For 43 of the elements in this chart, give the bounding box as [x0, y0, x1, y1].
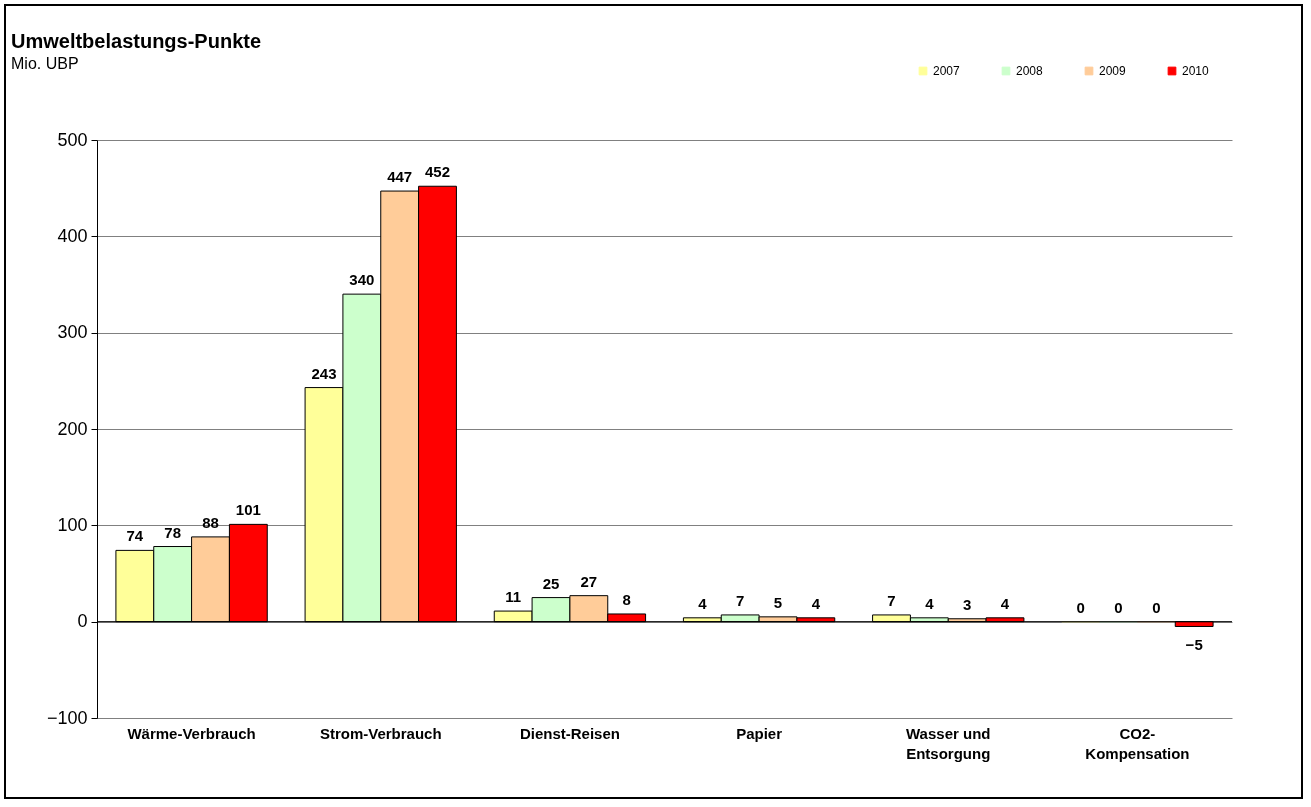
data-label: 3 [962, 595, 972, 613]
data-label: 74 [126, 527, 144, 545]
y-tick-label: 500 [57, 129, 88, 150]
data-label: 4 [698, 594, 708, 612]
y-tick-label: 300 [57, 322, 88, 343]
x-tick-label: CO2-Kompensation [1085, 724, 1190, 762]
x-tick-label: Dienst-Reisen [519, 724, 620, 742]
data-label: 5 [773, 593, 783, 611]
y-tick-label: 100 [57, 514, 88, 535]
data-label: 11 [505, 588, 522, 606]
data-label: 0 [1152, 598, 1161, 616]
data-label: −5 [1185, 636, 1203, 654]
data-label: 7 [735, 591, 745, 609]
y-tick-label: 0 [77, 611, 88, 632]
data-label: 452 [424, 163, 451, 181]
x-tick-label: Wasser und Entsorgung [906, 724, 991, 762]
data-label: 340 [349, 271, 375, 289]
data-label: 243 [311, 364, 337, 382]
data-label: 0 [1076, 598, 1085, 616]
data-label: 447 [387, 168, 413, 186]
legend-label: 2009 [1099, 64, 1127, 78]
data-label: 27 [580, 572, 598, 590]
chart-title: Umweltbelastungs-Punkte [11, 30, 262, 52]
x-tick-label: Wärme-Verbrauch [127, 724, 256, 742]
data-label: 25 [542, 574, 560, 592]
data-label: 78 [164, 523, 182, 541]
x-tick-label: Strom-Verbrauch [319, 724, 442, 742]
y-tick-label: −100 [46, 707, 88, 728]
x-tick-label: Papier [736, 724, 783, 742]
legend-label: 2008 [1016, 64, 1044, 78]
legend-label: 2010 [1182, 64, 1210, 78]
data-label: 4 [811, 594, 821, 612]
data-label: 8 [622, 590, 631, 608]
data-label: 7 [887, 591, 896, 609]
data-label: 4 [925, 594, 935, 612]
data-label: 4 [1000, 594, 1010, 612]
data-label: 0 [1114, 598, 1123, 616]
chart-subtitle: Mio. UBP [11, 55, 79, 72]
y-tick-label: 200 [57, 418, 88, 439]
data-label: 88 [202, 513, 219, 531]
data-label: 101 [235, 501, 261, 519]
legend-label: 2007 [933, 64, 961, 78]
y-tick-label: 400 [57, 225, 88, 246]
